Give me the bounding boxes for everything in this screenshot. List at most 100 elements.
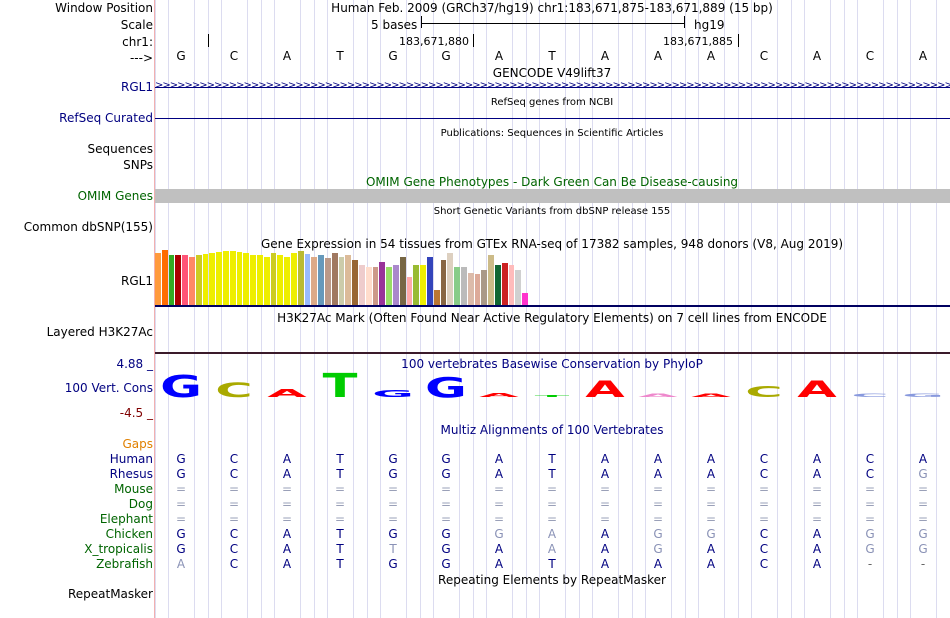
species-label[interactable]: Chicken <box>105 527 153 541</box>
phylop-track-title: 100 vertebrates Basewise Conservation by… <box>401 357 703 371</box>
aligned-base: = <box>334 512 346 526</box>
gtex-bar[interactable] <box>236 252 243 305</box>
gtex-bar[interactable] <box>393 265 399 305</box>
aligned-base: A <box>282 542 292 556</box>
repeatmasker-track-title: Repeating Elements by RepeatMasker <box>438 573 666 587</box>
phylop-track-label[interactable]: 100 Vert. Cons <box>64 381 153 395</box>
gencode-track-label[interactable]: RGL1 <box>121 80 153 94</box>
gtex-bar[interactable] <box>399 257 406 305</box>
gtex-bar[interactable] <box>447 253 454 305</box>
grid-line <box>380 0 381 618</box>
gtex-bar[interactable] <box>372 267 379 305</box>
aligned-base: C <box>759 542 769 556</box>
gencode-gene-line[interactable] <box>155 87 950 88</box>
gtex-bar[interactable] <box>223 251 229 305</box>
gtex-bar[interactable] <box>229 251 236 305</box>
grid-line <box>579 0 580 618</box>
gtex-bar[interactable] <box>365 267 372 305</box>
gtex-bar[interactable] <box>277 255 284 305</box>
gtex-bar[interactable] <box>284 257 290 305</box>
gtex-bar-chart[interactable] <box>155 250 555 305</box>
gtex-bar[interactable] <box>297 251 304 305</box>
track-area[interactable]: Human Feb. 2009 (GRCh37/hg19) chr1:183,6… <box>155 0 950 618</box>
species-label[interactable]: Mouse <box>114 482 153 496</box>
gtex-bar[interactable] <box>270 253 277 305</box>
logo-letter: G <box>902 393 944 398</box>
gtex-bar[interactable] <box>182 255 188 305</box>
gtex-bar[interactable] <box>345 255 352 305</box>
species-label[interactable]: Zebrafish <box>96 557 153 571</box>
gtex-bar[interactable] <box>318 255 324 305</box>
gtex-bar[interactable] <box>406 277 413 305</box>
gtex-bar[interactable] <box>168 255 175 305</box>
gtex-bar[interactable] <box>352 260 358 305</box>
refseq-track-label[interactable]: RefSeq Curated <box>59 111 153 125</box>
gtex-bar[interactable] <box>311 257 318 305</box>
aligned-base: T <box>336 557 344 571</box>
scale-value: 5 bases <box>371 18 418 32</box>
aligned-base: C <box>229 452 239 466</box>
gtex-bar[interactable] <box>481 270 488 305</box>
gtex-bar[interactable] <box>250 255 256 305</box>
h3k27ac-track-label[interactable]: Layered H3K27Ac <box>46 325 153 339</box>
repeatmasker-track-label[interactable]: RepeatMasker <box>67 587 153 601</box>
omim-feature-bar[interactable] <box>155 189 950 203</box>
gtex-bar[interactable] <box>338 257 345 305</box>
species-label[interactable]: Elephant <box>99 512 153 526</box>
gtex-bar[interactable] <box>189 257 195 305</box>
gtex-bar[interactable] <box>263 257 270 305</box>
gtex-bar[interactable] <box>175 255 182 305</box>
gtex-bar[interactable] <box>474 274 481 305</box>
h3k27ac-signal-line[interactable] <box>155 352 950 354</box>
gaps-label: Gaps <box>122 437 153 451</box>
aligned-base: C <box>865 467 875 481</box>
gtex-bar[interactable] <box>195 255 202 305</box>
gencode-strand-arrows: >>>>>>>>>>>>>>>>>>>>>>>>>>>>>>>>>>>>>>>>… <box>155 80 950 91</box>
gtex-bar[interactable] <box>386 267 392 305</box>
gtex-bar[interactable] <box>440 260 447 305</box>
gtex-bar[interactable] <box>461 267 467 305</box>
gtex-bar[interactable] <box>331 253 338 305</box>
gtex-bar[interactable] <box>508 265 515 305</box>
gtex-bar[interactable] <box>155 253 161 305</box>
gtex-bar[interactable] <box>413 265 420 305</box>
gtex-bar[interactable] <box>304 254 311 305</box>
omim-track-label[interactable]: OMIM Genes <box>77 189 153 203</box>
gtex-bar[interactable] <box>433 290 440 305</box>
species-label[interactable]: Human <box>109 452 153 466</box>
gtex-bar[interactable] <box>488 255 494 305</box>
aligned-base: A <box>812 557 822 571</box>
refseq-gene-line[interactable] <box>155 118 950 119</box>
gtex-bar[interactable] <box>454 267 460 305</box>
publications-sequences-label[interactable]: Sequences <box>87 142 153 156</box>
publications-snps-label[interactable]: SNPs <box>123 158 153 172</box>
gtex-bar[interactable] <box>291 253 297 305</box>
gtex-bar[interactable] <box>515 270 522 305</box>
aligned-base: = <box>599 497 611 511</box>
gtex-bar[interactable] <box>325 258 331 305</box>
gtex-bar[interactable] <box>427 257 433 305</box>
gtex-bar[interactable] <box>209 253 216 305</box>
gtex-bar[interactable] <box>467 273 474 305</box>
species-label[interactable]: Rhesus <box>109 467 153 481</box>
gtex-track-label[interactable]: RGL1 <box>121 274 153 288</box>
gtex-bar[interactable] <box>495 265 501 305</box>
species-label[interactable]: X_tropicalis <box>84 542 153 556</box>
gtex-bar[interactable] <box>420 265 426 305</box>
gtex-bar[interactable] <box>379 262 386 305</box>
species-label[interactable]: Dog <box>128 497 153 511</box>
gtex-track-title: Gene Expression in 54 tissues from GTEx … <box>260 237 844 251</box>
aligned-base: G <box>865 542 875 556</box>
base-letter: A <box>600 49 610 63</box>
gtex-bar[interactable] <box>257 255 263 305</box>
gtex-bar[interactable] <box>243 253 250 305</box>
aligned-base: = <box>387 482 399 496</box>
gtex-bar[interactable] <box>161 250 168 305</box>
gtex-bar[interactable] <box>216 252 222 305</box>
gtex-bar[interactable] <box>501 263 508 305</box>
dbsnp-track-label[interactable]: Common dbSNP(155) <box>23 220 153 234</box>
gtex-bar[interactable] <box>359 265 365 305</box>
gtex-bar[interactable] <box>202 254 209 305</box>
gtex-bar[interactable] <box>522 293 528 305</box>
